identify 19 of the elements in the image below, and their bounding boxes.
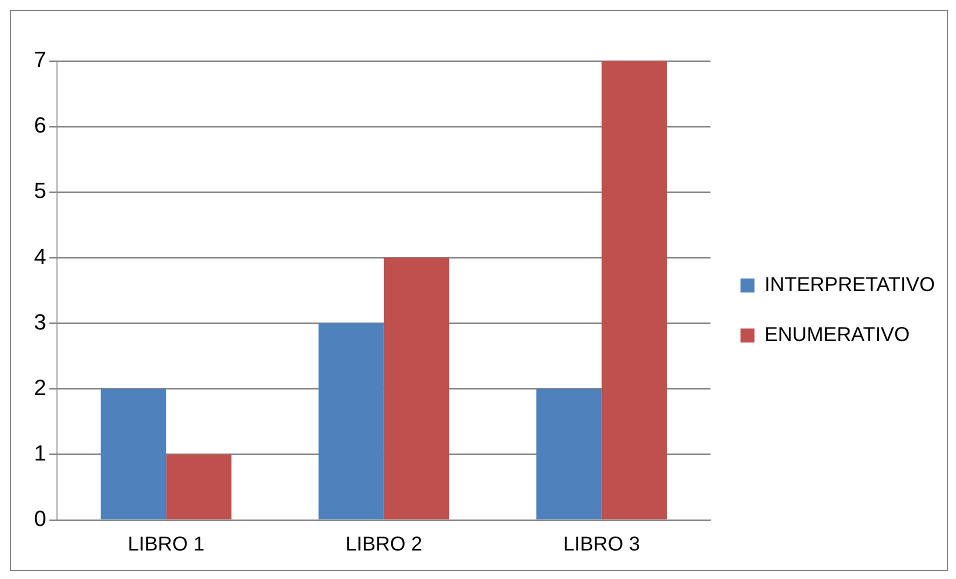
bar: [100, 388, 166, 520]
y-tick-label: 5: [34, 178, 46, 204]
y-tick-label: 4: [34, 244, 46, 269]
x-tick-label: LIBRO 3: [563, 534, 640, 556]
x-tick-label: LIBRO 1: [128, 534, 204, 556]
legend-label: INTERPRETATIVO: [764, 274, 935, 296]
y-tick-label: 1: [34, 440, 46, 466]
bar: [384, 258, 450, 520]
y-tick-label: 7: [34, 47, 46, 72]
x-tick-label: LIBRO 2: [346, 534, 422, 556]
bar: [536, 388, 602, 520]
y-tick-label: 2: [34, 374, 46, 400]
bar: [318, 323, 384, 520]
bar: [602, 61, 667, 520]
y-tick-label: 0: [34, 506, 46, 532]
bar: [166, 454, 232, 520]
legend-label: ENUMERATIVO: [764, 324, 910, 346]
y-tick-label: 3: [34, 309, 46, 334]
y-tick-label: 6: [34, 112, 46, 138]
